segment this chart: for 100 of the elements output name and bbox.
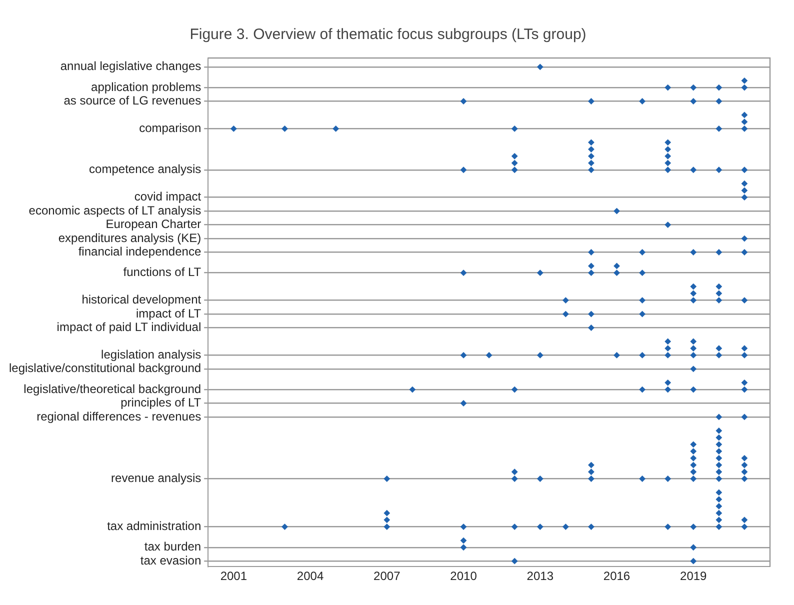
point [639, 476, 646, 482]
point [639, 270, 646, 276]
point [716, 516, 722, 524]
point [716, 166, 722, 174]
point [716, 454, 722, 462]
chart-title: Figure 3. Overview of thematic focus subgroups (LTs group) [190, 26, 586, 44]
y-tick-label: expenditures analysis (KE) [58, 230, 202, 245]
point [716, 476, 722, 482]
y-tick-label: tax burden [144, 540, 202, 554]
point [664, 152, 672, 160]
point [716, 297, 722, 304]
point [741, 249, 748, 256]
point [664, 160, 672, 166]
point [690, 454, 697, 462]
point [511, 166, 518, 174]
point [741, 524, 748, 530]
point [536, 352, 544, 358]
point [690, 476, 697, 482]
point [716, 448, 722, 454]
point [690, 166, 697, 174]
y-tick-label: impact of LT [136, 306, 202, 320]
y-tick-label: legislation analysis [101, 348, 202, 362]
point [690, 448, 697, 454]
x-tick-label: 2016 [603, 569, 630, 584]
y-tick-label: covid impact [134, 190, 202, 204]
point [588, 324, 594, 331]
point [741, 118, 748, 126]
point [511, 468, 518, 476]
y-tick-label: revenue analysis [111, 471, 202, 486]
point [741, 462, 748, 468]
point [716, 414, 722, 420]
point [741, 476, 748, 482]
point [690, 524, 697, 530]
point [588, 468, 594, 476]
point [716, 283, 722, 290]
point [588, 524, 594, 530]
point [690, 468, 697, 476]
point [716, 524, 722, 530]
point [741, 194, 748, 201]
point [716, 98, 722, 104]
point [460, 166, 467, 174]
point [332, 125, 340, 132]
point [511, 152, 518, 160]
y-tick-label: functions of LT [123, 265, 202, 280]
x-tick-label: 2013 [526, 569, 554, 584]
point [741, 180, 748, 187]
point [282, 524, 288, 530]
point [741, 235, 748, 242]
y-tick-label: historical development [82, 292, 202, 307]
point [486, 352, 492, 358]
point [664, 352, 672, 358]
point [741, 352, 748, 358]
point [511, 386, 518, 393]
point [690, 297, 697, 304]
point [384, 524, 390, 530]
point [741, 77, 748, 84]
point [741, 468, 748, 476]
point [716, 462, 722, 468]
point [716, 84, 722, 91]
point [741, 187, 748, 194]
point [741, 166, 748, 174]
x-tick-label: 2001 [220, 569, 248, 584]
point [716, 496, 722, 503]
point [588, 166, 594, 174]
point [460, 537, 467, 544]
point [536, 270, 544, 276]
point [639, 297, 646, 304]
point [536, 64, 544, 70]
y-tick-label: impact of paid LT individual [56, 320, 202, 334]
point [460, 524, 467, 530]
point [460, 270, 467, 276]
point [588, 98, 594, 104]
point [511, 558, 518, 564]
point [664, 222, 672, 228]
point [384, 516, 390, 524]
point [664, 338, 672, 345]
point [588, 152, 594, 160]
point [690, 544, 697, 551]
y-tick-label: principles of LT [120, 396, 202, 410]
point [716, 489, 722, 496]
point [588, 249, 594, 256]
point [690, 84, 697, 91]
point [741, 297, 748, 304]
point [664, 379, 672, 386]
point [716, 290, 722, 297]
x-tick-label: 2007 [374, 569, 401, 584]
point [639, 386, 646, 393]
y-tick-label: annual legislative changes [60, 59, 202, 74]
y-tick-label: economic aspects of LT analysis [28, 203, 202, 218]
point [716, 503, 722, 510]
point [460, 544, 467, 551]
point [690, 338, 697, 345]
point [716, 345, 722, 352]
point [639, 352, 646, 358]
y-tick-label: as source of LG revenues [64, 94, 202, 108]
point [690, 558, 697, 564]
y-tick-label: comparison [139, 121, 202, 136]
point [741, 454, 748, 462]
point [716, 441, 722, 448]
point [536, 476, 544, 482]
